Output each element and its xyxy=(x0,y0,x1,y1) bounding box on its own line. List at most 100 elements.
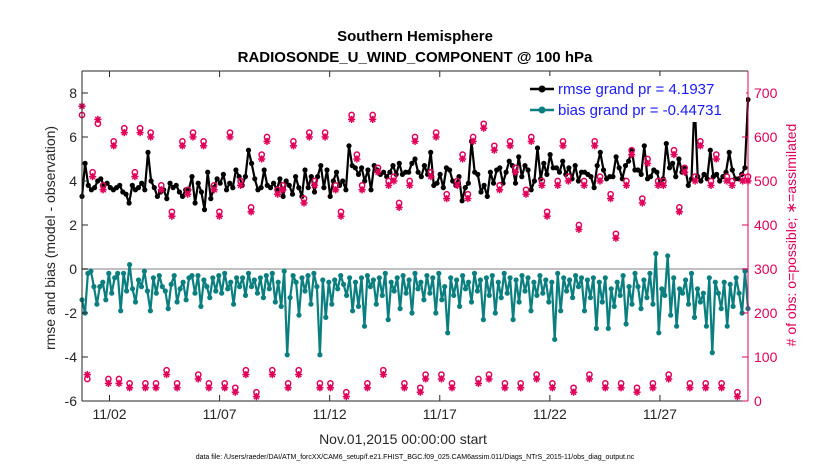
obs-assimilated-marker xyxy=(733,393,741,401)
rmse-point xyxy=(670,160,676,166)
rmse-point xyxy=(575,178,582,184)
bias-point xyxy=(584,277,591,283)
bias-point xyxy=(477,277,483,283)
bias-point xyxy=(703,323,710,329)
obs-assimilated-marker xyxy=(707,181,715,189)
rmse-point xyxy=(616,165,622,171)
bias-point xyxy=(141,268,147,274)
bias-point xyxy=(174,299,180,305)
obs-assimilated-stroke xyxy=(274,191,281,198)
bias-point xyxy=(308,301,314,307)
obs-assimilated-stroke xyxy=(195,375,202,383)
obs-assimilated-stroke xyxy=(211,186,218,193)
rmse-point xyxy=(311,189,318,195)
obs-assimilated-stroke xyxy=(353,155,360,163)
rmse-point xyxy=(148,178,154,184)
rmse-point xyxy=(230,185,236,191)
rmse-point xyxy=(635,167,641,173)
rmse-point xyxy=(195,180,201,186)
bias-point xyxy=(638,306,644,312)
bias-point xyxy=(537,273,543,279)
bias-point xyxy=(602,275,608,281)
obs-assimilated-marker xyxy=(448,384,456,392)
rmse-point xyxy=(352,165,358,171)
obs-assimilated-marker xyxy=(474,379,482,387)
bias-point xyxy=(528,308,534,314)
bias-point xyxy=(462,286,469,292)
obs-assimilated-marker xyxy=(612,234,620,242)
rmse-point xyxy=(481,182,487,188)
obs-assimilated-marker xyxy=(517,384,525,392)
rmse-point xyxy=(258,185,264,191)
obs-assimilated-marker xyxy=(712,155,720,163)
bias-point xyxy=(680,290,686,296)
rmse-point xyxy=(544,171,550,177)
obs-assimilated-stroke xyxy=(322,133,329,141)
bias-point xyxy=(144,288,150,294)
obs-assimilated-marker xyxy=(681,168,689,176)
obs-assimilated-marker xyxy=(601,384,609,392)
obs-assimilated-stroke xyxy=(665,375,672,383)
bias-point xyxy=(323,314,329,320)
bias-point xyxy=(165,306,171,312)
bias-point xyxy=(486,292,492,298)
bias-point xyxy=(147,308,153,314)
obs-assimilated-stroke xyxy=(221,384,228,391)
obs-assimilated-marker xyxy=(628,151,636,159)
obs-assimilated-stroke xyxy=(263,138,271,145)
rmse-point xyxy=(129,182,135,188)
bias-point xyxy=(94,301,100,307)
bias-point xyxy=(555,270,561,276)
bias-point xyxy=(409,310,415,316)
bias-point xyxy=(168,281,174,287)
rmse-point xyxy=(406,169,412,175)
obs-assimilated-stroke xyxy=(248,208,255,215)
obs-assimilated-marker xyxy=(348,115,356,123)
obs-assimilated-stroke xyxy=(443,195,450,202)
rmse-point xyxy=(654,169,660,175)
bias-point xyxy=(671,275,677,281)
obs-assimilated-stroke xyxy=(332,186,339,193)
obs-assimilated-stroke xyxy=(359,186,366,193)
obs-assimilated-stroke xyxy=(618,384,625,391)
bias-point xyxy=(712,279,718,285)
obs-assimilated-marker xyxy=(126,384,134,392)
bias-point xyxy=(177,286,183,292)
bias-point xyxy=(492,310,498,316)
bias-point xyxy=(240,275,246,281)
obs-assimilated-stroke xyxy=(433,133,440,141)
obs-assimilated-marker xyxy=(427,173,435,181)
bias-point xyxy=(103,297,109,303)
bias-point xyxy=(335,286,341,292)
obs-assimilated-marker xyxy=(289,142,297,150)
obs-assimilated-stroke xyxy=(121,129,128,136)
bias-point xyxy=(659,286,665,292)
obs-assimilated-stroke xyxy=(512,169,519,176)
obs-assimilated-stroke xyxy=(554,182,561,189)
obs-assimilated-marker xyxy=(342,393,350,401)
bias-point xyxy=(427,290,433,296)
bias-point xyxy=(567,277,573,283)
obs-assimilated-marker xyxy=(115,379,123,387)
bias-point xyxy=(694,286,701,292)
obs-assimilated-marker xyxy=(353,155,361,163)
y2-tick-label: 500 xyxy=(754,173,778,189)
plot-area: -6 -4 -2 0 2 4 6 8 0 100 200 300 400 500 600 700 11/02 11… xyxy=(65,70,778,422)
obs-assimilated-stroke xyxy=(380,371,387,378)
bias-point xyxy=(418,279,424,285)
bias-point xyxy=(558,308,564,314)
obs-assimilated-marker xyxy=(575,225,583,233)
obs-assimilated-marker xyxy=(464,195,472,203)
rmse-point xyxy=(227,180,233,186)
bias-point xyxy=(388,279,394,285)
bias-point xyxy=(650,301,656,307)
bias-point xyxy=(385,317,391,323)
y2-tick-label: 700 xyxy=(754,85,778,101)
obs-assimilated-stroke xyxy=(295,371,302,378)
obs-assimilated-marker xyxy=(443,195,451,203)
obs-assimilated-stroke xyxy=(285,384,292,391)
rmse-point xyxy=(343,187,349,193)
rmse-point xyxy=(412,156,418,162)
bias-point xyxy=(115,270,121,276)
